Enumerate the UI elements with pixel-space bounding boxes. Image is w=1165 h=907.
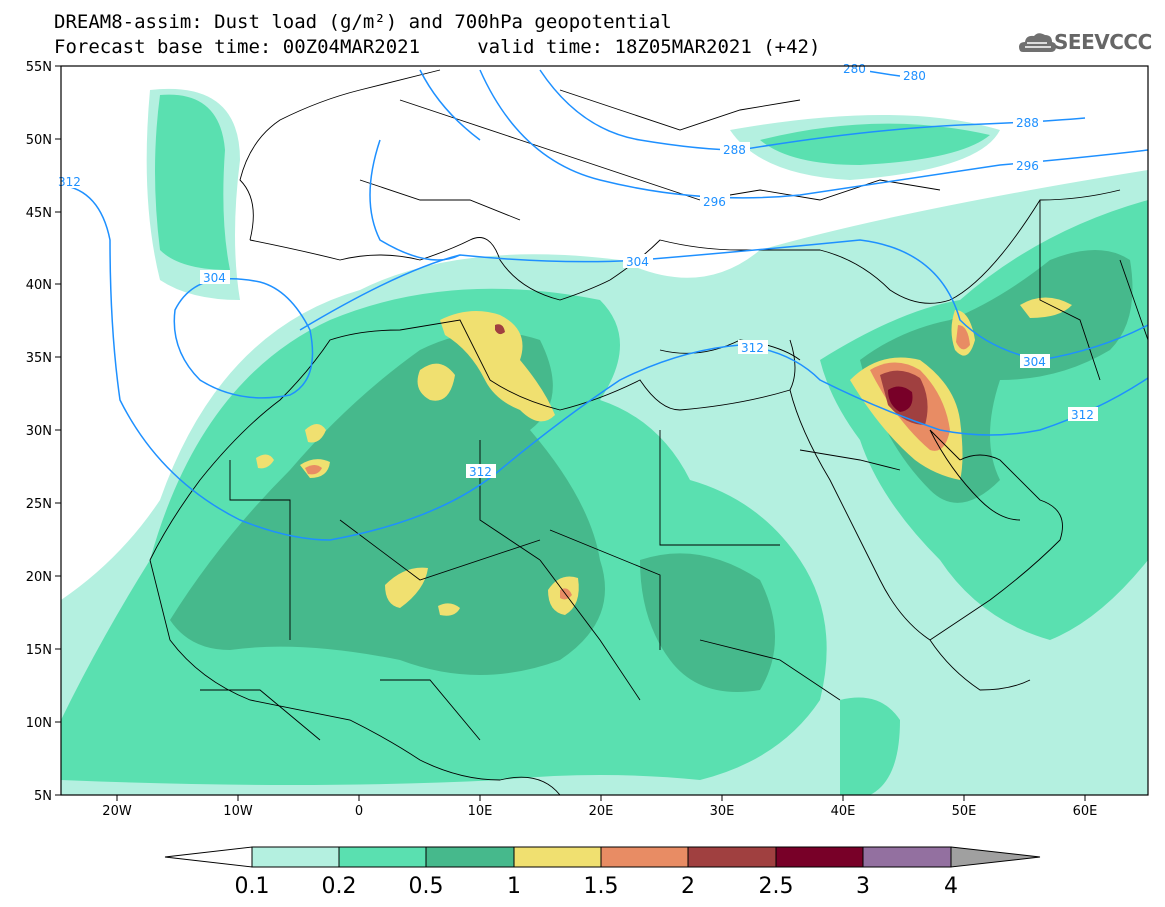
colorbar-tick-label: 1.5: [584, 874, 619, 899]
contour-label: 312: [1071, 408, 1094, 422]
lon-labels: 20W 10W 0 10E 20E 30E 40E 50E 60E: [102, 804, 1097, 819]
map-title-line2: Forecast base time: 00Z04MAR2021 valid t…: [54, 36, 821, 58]
colorbar-swatch: [251, 846, 340, 868]
contour-label: 304: [203, 271, 226, 285]
lat-label: 10N: [26, 716, 52, 731]
colorbar: [164, 846, 1041, 868]
colorbar-tick-label: 2.5: [759, 874, 794, 899]
lon-label: 30E: [710, 804, 735, 819]
lat-label: 50N: [26, 133, 52, 148]
lat-label: 20N: [26, 570, 52, 585]
colorbar-tick-label: 0.1: [235, 874, 270, 899]
lat-axis: [55, 65, 61, 796]
lat-label: 35N: [26, 351, 52, 366]
contour-label: 288: [723, 143, 746, 157]
lon-label: 10W: [223, 804, 253, 819]
lon-label: 10E: [468, 804, 493, 819]
coastlines: [149, 69, 1148, 795]
lat-label: 30N: [26, 424, 52, 439]
colorbar-tick-label: 4: [944, 874, 958, 899]
colorbar-swatch: [600, 846, 689, 868]
lat-label: 25N: [26, 497, 52, 512]
logo-text: SEEVCCC: [1054, 30, 1152, 54]
lat-label: 5N: [34, 789, 52, 804]
lon-label: 40E: [831, 804, 856, 819]
contour-label: 312: [741, 341, 764, 355]
colorbar-tick-label: 0.2: [322, 874, 357, 899]
contour-label: 312: [58, 175, 81, 189]
colorbar-tick-label: 1: [507, 874, 521, 899]
lat-labels: 55N 50N 45N 40N 35N 30N 25N 20N 15N 10N …: [26, 60, 52, 804]
contour-label: 304: [1023, 355, 1046, 369]
lon-label: 0: [355, 804, 363, 819]
lon-label: 20W: [102, 804, 132, 819]
lat-label: 55N: [26, 60, 52, 75]
colorbar-swatch: [862, 846, 952, 868]
lon-axis: [116, 795, 1086, 801]
contour-label: 288: [1016, 116, 1039, 130]
contour-label: 296: [703, 195, 726, 209]
lat-label: 45N: [26, 206, 52, 221]
lon-label: 50E: [952, 804, 977, 819]
colorbar-swatch: [425, 846, 515, 868]
colorbar-tick-label: 3: [856, 874, 870, 899]
lon-label: 60E: [1073, 804, 1098, 819]
colorbar-swatch: [513, 846, 602, 868]
colorbar-tick-label: 0.5: [409, 874, 444, 899]
colorbar-swatch: [775, 846, 864, 868]
map-title-line1: DREAM8-assim: Dust load (g/m²) and 700hP…: [54, 11, 672, 33]
colorbar-tick-label: 2: [681, 874, 695, 899]
lon-label: 20E: [589, 804, 614, 819]
lat-label: 40N: [26, 278, 52, 293]
colorbar-labels: 0.1 0.2 0.5 1 1.5 2 2.5 3 4: [235, 874, 959, 899]
colorbar-swatch: [687, 846, 777, 868]
contour-label: 312: [469, 465, 492, 479]
contour-label: 296: [1016, 159, 1039, 173]
dust-shading-2-5: [888, 386, 913, 412]
colorbar-under-triangle: [164, 846, 253, 868]
colorbar-over-triangle: [950, 846, 1041, 868]
contour-label: 304: [626, 255, 649, 269]
colorbar-swatch: [338, 846, 427, 868]
contour-labels: 312 304 312 312 304 296 288 288 280 280 …: [55, 62, 1098, 479]
lat-label: 15N: [26, 643, 52, 658]
contour-label: 280: [843, 62, 866, 76]
cloud-icon: [1019, 33, 1057, 52]
contour-label: 280: [903, 69, 926, 83]
